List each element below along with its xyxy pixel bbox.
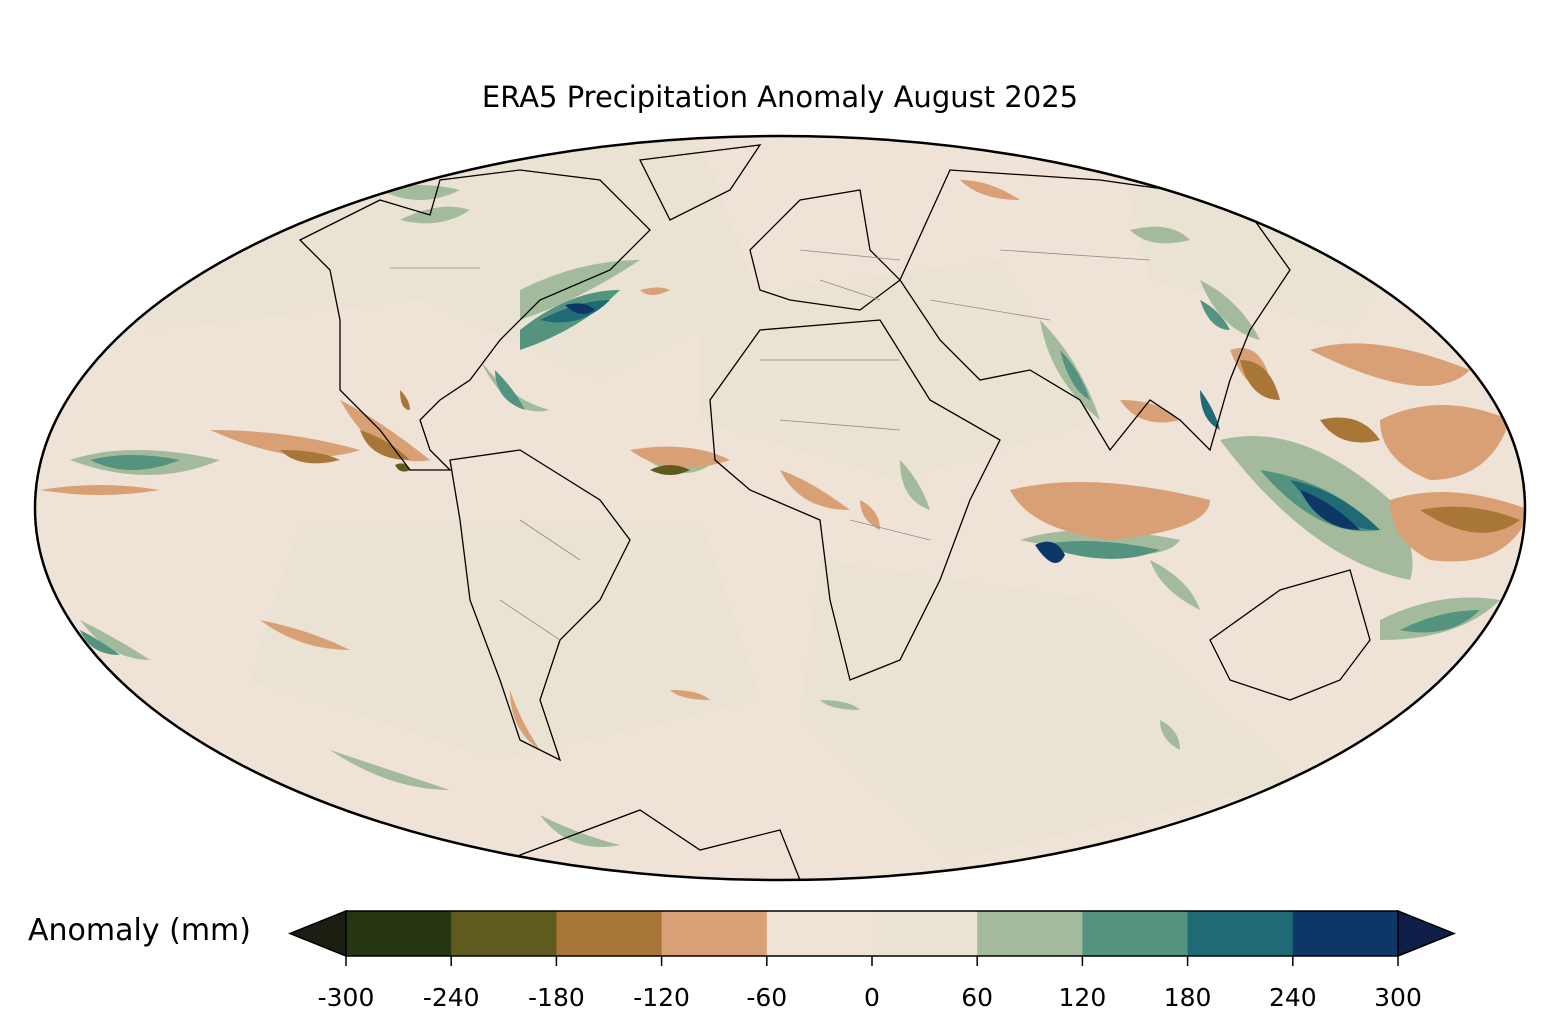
colorbar-swatch bbox=[1082, 911, 1189, 956]
colorbar-tick-label: -60 bbox=[746, 983, 787, 1012]
north-america-coast bbox=[298, 169, 651, 471]
colorbar-tick-label: 240 bbox=[1269, 983, 1317, 1012]
colorbar-tick-label: 300 bbox=[1374, 983, 1422, 1012]
australia-coast bbox=[1209, 569, 1371, 701]
colorbar-swatch bbox=[451, 911, 557, 956]
south-america-coast bbox=[449, 449, 631, 762]
anomaly-neg-180-240 bbox=[395, 463, 690, 475]
colorbar-swatch bbox=[1292, 911, 1399, 956]
map-title: ERA5 Precipitation Anomaly August 2025 bbox=[481, 80, 1079, 114]
colorbar-tick-label: -300 bbox=[318, 983, 375, 1012]
colorbar-swatch bbox=[872, 911, 978, 956]
colorbar-label: Anomaly (mm) bbox=[28, 913, 251, 948]
colorbar-tick-label: -120 bbox=[633, 983, 690, 1012]
anomaly-field bbox=[35, 136, 1525, 880]
colorbar-tick-label: 120 bbox=[1059, 983, 1107, 1012]
colorbar-tick-label: -180 bbox=[528, 983, 585, 1012]
anomaly-240-300 bbox=[565, 303, 1360, 563]
colorbar-swatch bbox=[977, 911, 1083, 956]
colorbar-swatch bbox=[661, 911, 768, 956]
colorbar-over-arrow bbox=[1397, 909, 1457, 958]
colorbar-swatch bbox=[766, 911, 873, 956]
colorbar-swatch bbox=[556, 911, 663, 956]
africa-coast bbox=[709, 319, 1001, 681]
greenland-coast bbox=[639, 144, 762, 221]
colorbar-tick-label: 180 bbox=[1164, 983, 1212, 1012]
colorbar-swatches bbox=[287, 909, 1457, 958]
colorbar-under-arrow bbox=[287, 909, 347, 958]
colorbar-swatch bbox=[346, 911, 452, 956]
colorbar-ticks: -300 -240 -180 -120 -60 0 60 120 180 240 300 bbox=[318, 956, 1422, 1012]
globe-outline bbox=[33, 134, 1527, 882]
anomaly-neg-120-180 bbox=[280, 360, 1520, 533]
antarctica-coast bbox=[519, 809, 801, 880]
colorbar-tick-label: 60 bbox=[961, 983, 993, 1012]
colorbar-tick-label: 0 bbox=[864, 983, 880, 1012]
colorbar-swatch bbox=[1187, 911, 1294, 956]
country-borders bbox=[390, 249, 1151, 641]
colorbar-tick-label: -240 bbox=[423, 983, 480, 1012]
